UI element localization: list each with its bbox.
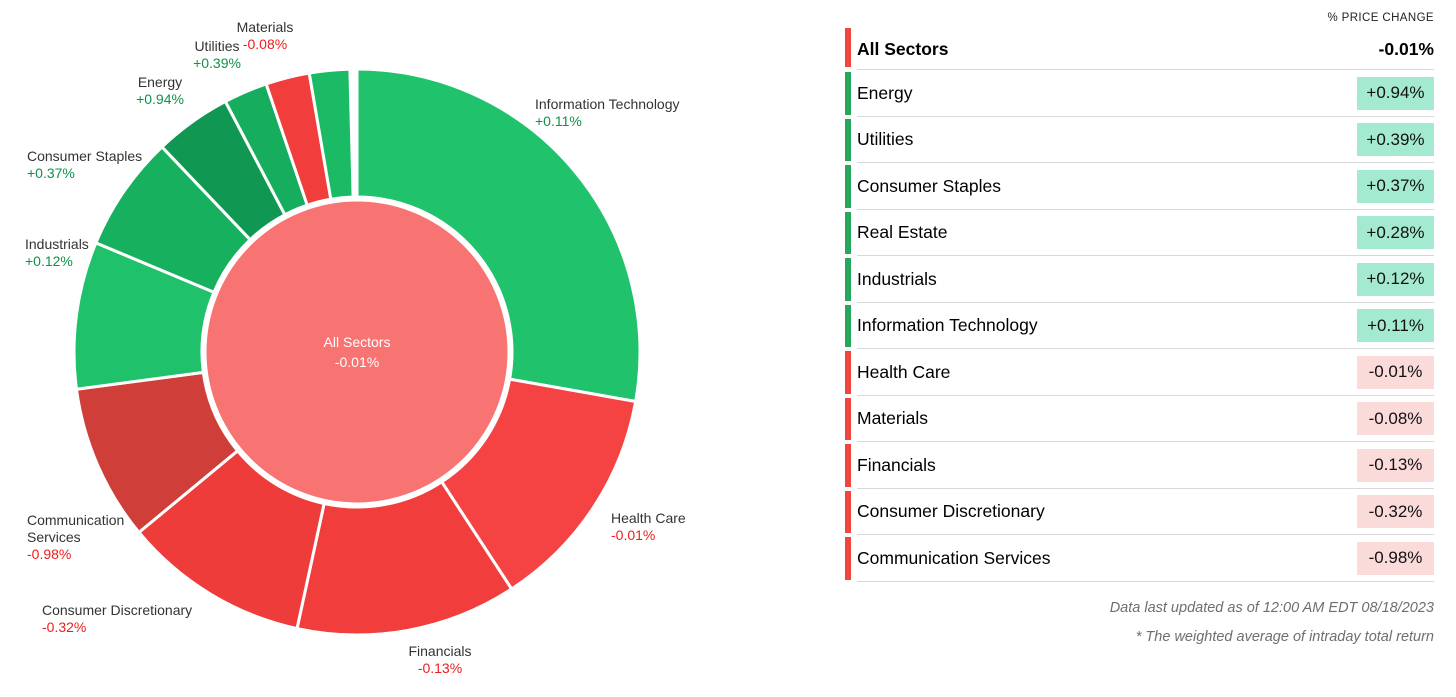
row-accent-bar — [845, 211, 851, 254]
price-change-column-header: % PRICE CHANGE — [1327, 12, 1434, 24]
row-sector-label: Information Technology — [857, 315, 1038, 336]
row-sector-label: Industrials — [857, 268, 937, 289]
donut-segment-real-estate[interactable] — [307, 67, 355, 201]
table-row-materials: Materials -0.08% — [845, 396, 1434, 443]
row-accent-bar — [845, 397, 851, 440]
price-change-pill: +0.94% — [1357, 76, 1434, 110]
row-sector-label: Consumer Discretionary — [857, 501, 1045, 522]
table-row-utilities: Utilities +0.39% — [845, 117, 1434, 164]
row-sector-label: Consumer Staples — [857, 175, 1001, 196]
table-row-information-technology: Information Technology +0.11% — [845, 303, 1434, 350]
summary-row-value: -0.01% — [1378, 38, 1434, 59]
price-change-pill: +0.28% — [1357, 216, 1434, 250]
table-row-health-care: Health Care -0.01% — [845, 349, 1434, 396]
row-accent-bar — [845, 304, 851, 347]
footnotes: Data last updated as of 12:00 AM EDT 08/… — [845, 594, 1434, 652]
row-sector-label: Utilities — [857, 129, 914, 150]
donut-chart: All Sectors -0.01% Information Technolog… — [25, 19, 686, 676]
row-sector-label: Real Estate — [857, 222, 948, 243]
table-row-communication-services: Communication Services -0.98% — [845, 535, 1434, 582]
table-row-industrials: Industrials +0.12% — [845, 256, 1434, 303]
sector-rows: Energy +0.94% Utilities +0.39% Consumer Stap… — [845, 70, 1434, 582]
donut-center-circle — [203, 198, 511, 506]
row-sector-label: Communication Services — [857, 547, 1051, 568]
price-change-table: % PRICE CHANGE All Sectors -0.01% Energy… — [845, 0, 1434, 652]
price-change-pill: -0.08% — [1357, 402, 1434, 436]
donut-svg — [72, 67, 642, 637]
price-change-pill: +0.39% — [1357, 123, 1434, 157]
row-sector-label: Health Care — [857, 361, 951, 382]
summary-row-all-sectors: All Sectors -0.01% — [845, 28, 1434, 70]
table-row-real-estate: Real Estate +0.28% — [845, 210, 1434, 257]
row-sector-label: Materials — [857, 408, 928, 429]
row-accent-bar — [845, 351, 851, 394]
row-accent-bar — [845, 28, 851, 67]
row-accent-bar — [845, 72, 851, 115]
price-change-pill: +0.37% — [1357, 169, 1434, 203]
row-accent-bar — [845, 537, 851, 580]
price-change-pill: +0.12% — [1357, 262, 1434, 296]
donut-segment-information-technology[interactable] — [355, 67, 642, 404]
summary-row-label: All Sectors — [857, 38, 949, 59]
row-accent-bar — [845, 258, 851, 301]
footnote-updated: Data last updated as of 12:00 AM EDT 08/… — [1109, 599, 1434, 616]
table-row-consumer-staples: Consumer Staples +0.37% — [845, 163, 1434, 210]
price-change-pill: -0.01% — [1357, 355, 1434, 389]
row-sector-label: Financials — [857, 454, 936, 475]
table-row-energy: Energy +0.94% — [845, 70, 1434, 117]
footnote-methodology: * The weighted average of intraday total… — [1135, 628, 1434, 645]
row-accent-bar — [845, 118, 851, 161]
price-change-pill: -0.98% — [1357, 541, 1434, 575]
price-change-pill: -0.13% — [1357, 448, 1434, 482]
price-change-pill: +0.11% — [1357, 309, 1434, 343]
table-row-consumer-discretionary: Consumer Discretionary -0.32% — [845, 489, 1434, 536]
row-accent-bar — [845, 490, 851, 533]
row-accent-bar — [845, 444, 851, 487]
price-change-pill: -0.32% — [1357, 495, 1434, 529]
row-sector-label: Energy — [857, 82, 913, 103]
table-row-financials: Financials -0.13% — [845, 442, 1434, 489]
row-accent-bar — [845, 165, 851, 208]
